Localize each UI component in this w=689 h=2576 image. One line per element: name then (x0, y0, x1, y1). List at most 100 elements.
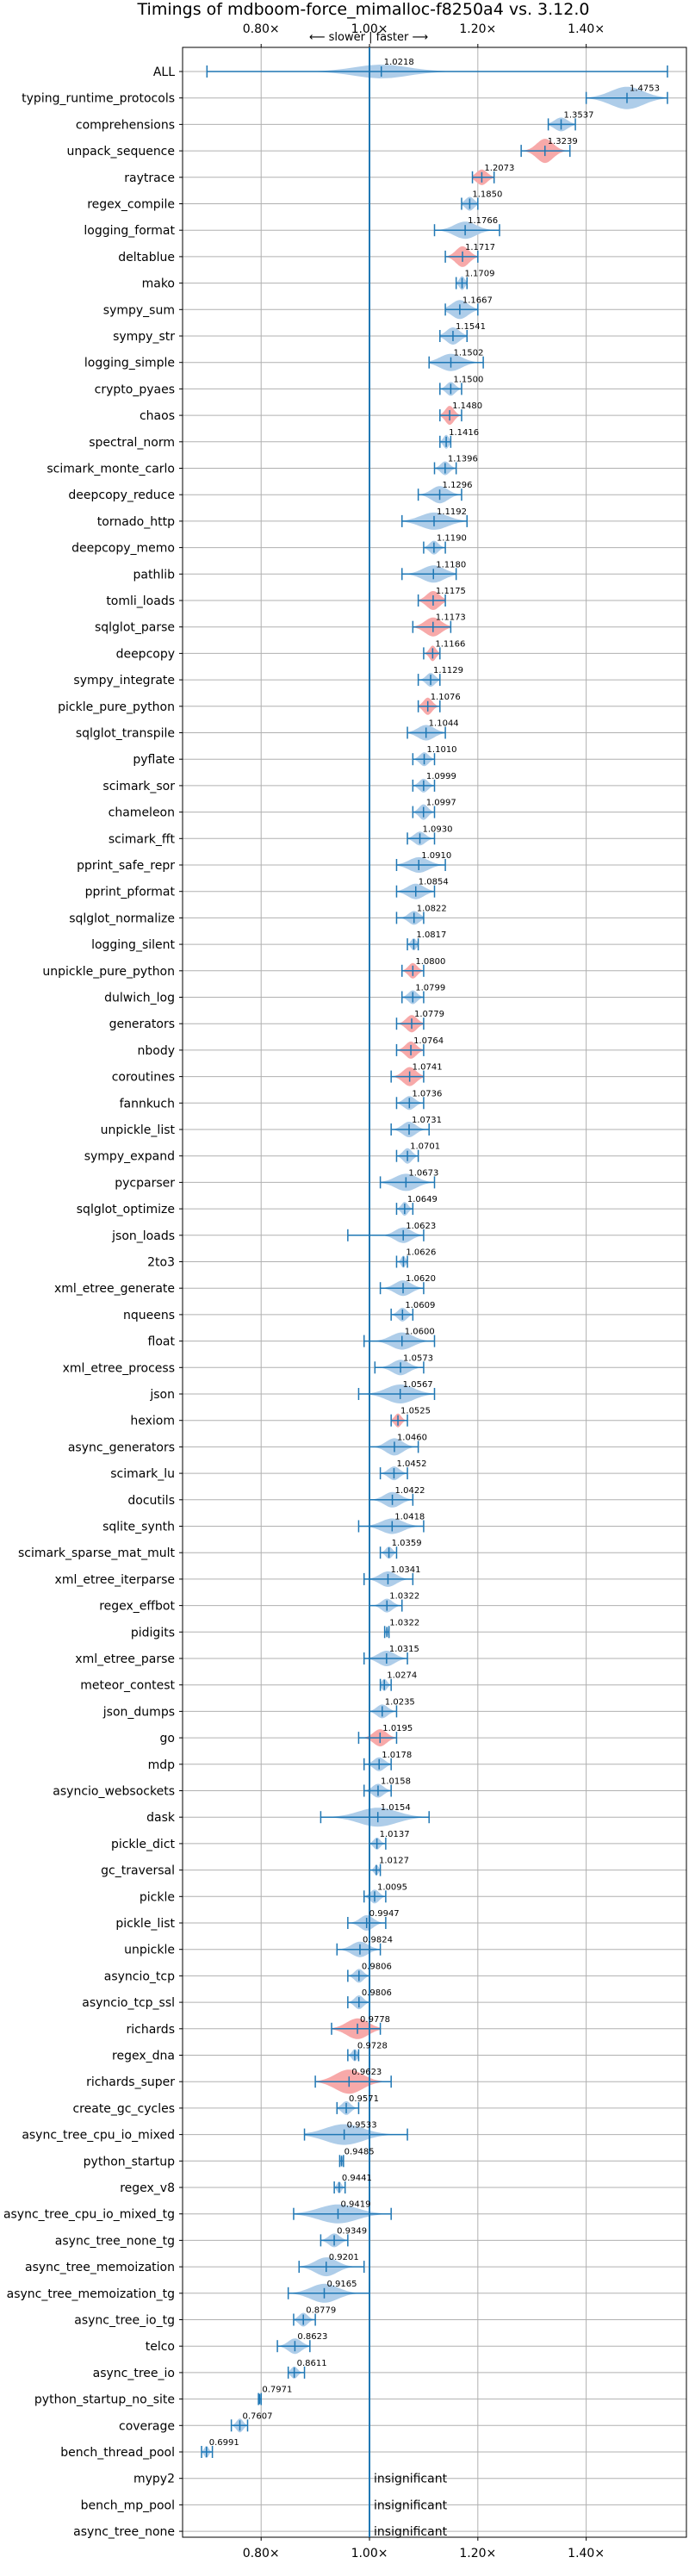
value-label-unpickle-pure-python: 1.0800 (415, 957, 445, 967)
row-label-sqlite-synth: sqlite_synth (102, 1521, 175, 1534)
row-label-async-tree-none: async_tree_none (73, 2525, 175, 2539)
row-label-xml-etree-parse: xml_etree_parse (75, 1652, 175, 1666)
value-label-unpickle-list: 1.0731 (412, 1116, 442, 1125)
x-tick-label-bottom: 0.80× (243, 2547, 280, 2560)
value-label-unpickle: 0.9824 (363, 1936, 393, 1945)
row-label-nbody: nbody (138, 1044, 176, 1058)
plot-frame (182, 47, 687, 2538)
row-label-chameleon: chameleon (109, 806, 175, 820)
value-label-sympy-str: 1.1541 (456, 322, 486, 332)
value-label-create-gc-cycles: 0.9571 (349, 2094, 379, 2104)
row-label-telco: telco (146, 2340, 175, 2354)
row-label-coverage: coverage (119, 2419, 175, 2433)
row-label-sympy-str: sympy_str (113, 330, 175, 344)
markers (201, 65, 668, 2458)
row-label-2to3: 2to3 (147, 1256, 175, 1270)
row-label-async-tree-cpu-io-mixed: async_tree_cpu_io_mixed (22, 2129, 175, 2143)
value-label-regex-compile: 1.1850 (472, 190, 502, 200)
x-tick-label-top: 1.20× (459, 22, 496, 36)
value-label-sqlglot-optimize: 1.0649 (407, 1195, 438, 1204)
row-label-async-tree-memoization: async_tree_memoization (25, 2261, 175, 2274)
value-label-dulwich-log: 1.0799 (415, 984, 445, 993)
value-label-sqlglot-normalize: 1.0822 (417, 904, 447, 913)
value-label-scimark-lu: 1.0452 (396, 1459, 426, 1469)
value-label-xml-etree-process: 1.0573 (403, 1353, 433, 1363)
row-label-scimark-lu: scimark_lu (110, 1467, 175, 1481)
row-label-chaos: chaos (140, 409, 175, 423)
value-label-async-generators: 1.0460 (397, 1433, 427, 1442)
value-label-async-tree-memoization: 0.9201 (329, 2253, 359, 2262)
row-label-crypto-pyaes: crypto_pyaes (95, 383, 175, 396)
row-label-python-startup: python_startup (84, 2155, 175, 2168)
row-label-docutils: docutils (127, 1494, 175, 1508)
value-label-bench-thread-pool: 0.6991 (209, 2438, 239, 2448)
row-label-deltablue: deltablue (118, 251, 175, 264)
value-label-xml-etree-generate: 1.0620 (406, 1274, 436, 1284)
row-label-asyncio-tcp: asyncio_tcp (104, 1969, 175, 1983)
value-label-telco: 0.8623 (297, 2332, 327, 2342)
row-label-raytrace: raytrace (124, 171, 175, 185)
value-label-asyncio-tcp-ssl: 0.9806 (362, 1988, 392, 1998)
value-label-deepcopy-reduce: 1.1296 (443, 481, 473, 490)
row-label-go: go (160, 1732, 175, 1745)
row-label-logging-simple: logging_simple (84, 357, 175, 370)
value-label-go: 1.0195 (382, 1724, 413, 1733)
row-label-meteor-contest: meteor_contest (80, 1679, 175, 1693)
row-label-asyncio-websockets: asyncio_websockets (53, 1785, 175, 1799)
value-label-generators: 1.0779 (414, 1010, 444, 1019)
value-label-chaos: 1.1480 (452, 401, 482, 411)
value-label-chameleon: 1.0997 (426, 799, 456, 808)
value-label-deepcopy-memo: 1.1190 (437, 534, 467, 544)
row-label-nqueens: nqueens (123, 1309, 175, 1322)
value-label-regex-v8: 0.9441 (342, 2174, 372, 2183)
row-label-scimark-monte-carlo: scimark_monte_carlo (47, 463, 175, 476)
row-label-pycparser: pycparser (115, 1176, 175, 1190)
row-label-tomli-loads: tomli_loads (106, 594, 175, 608)
value-label-sympy-integrate: 1.1129 (433, 666, 463, 675)
value-label-pyflate: 1.1010 (427, 745, 457, 755)
value-label-async-tree-io: 0.8611 (297, 2359, 327, 2368)
value-label-coverage: 0.7607 (242, 2411, 272, 2421)
value-label-scimark-sparse-mat-mult: 1.0359 (392, 1539, 422, 1548)
value-label-python-startup-no-site: 0.7971 (262, 2386, 292, 2395)
row-label-unpickle: unpickle (124, 1944, 175, 1957)
row-label-pidigits: pidigits (131, 1626, 175, 1640)
x-tick-label-bottom: 1.00× (351, 2547, 388, 2560)
value-label-asyncio-tcp: 0.9806 (362, 1962, 392, 1971)
direction-label: ⟵ slower | faster ⟶ (309, 31, 428, 44)
row-label-async-tree-io: async_tree_io (93, 2367, 175, 2380)
row-label-pickle: pickle (140, 1890, 175, 1904)
value-label-nbody: 1.0764 (413, 1036, 444, 1046)
row-label-sympy-integrate: sympy_integrate (73, 674, 175, 688)
row-label-pprint-safe-repr: pprint_safe_repr (77, 859, 175, 873)
value-label-json-dumps: 1.0235 (385, 1697, 415, 1707)
value-label-xml-etree-parse: 1.0315 (389, 1645, 419, 1654)
row-label-async-tree-none-tg: async_tree_none_tg (55, 2234, 175, 2248)
x-tick-label-top: 1.00× (351, 22, 388, 36)
row-label-json-loads: json_loads (111, 1229, 175, 1243)
value-label-pickle: 1.0095 (377, 1882, 407, 1892)
insignificant-note-bench-mp-pool: insignificant (374, 2498, 448, 2512)
row-label-dulwich-log: dulwich_log (104, 992, 175, 1005)
row-label-xml-etree-iterparse: xml_etree_iterparse (55, 1573, 175, 1587)
row-label-regex-v8: regex_v8 (120, 2181, 175, 2195)
row-label-async-tree-cpu-io-mixed-tg: async_tree_cpu_io_mixed_tg (3, 2208, 175, 2222)
row-label-scimark-fft: scimark_fft (109, 832, 176, 846)
row-label-regex-compile: regex_compile (87, 198, 175, 212)
grid-lines (183, 47, 686, 2537)
value-label-mako: 1.1709 (465, 270, 495, 279)
row-label-xml-etree-generate: xml_etree_generate (54, 1282, 175, 1296)
value-label-pprint-safe-repr: 1.0910 (421, 851, 451, 861)
value-label-richards-super: 0.9623 (351, 2068, 382, 2077)
value-label-docutils: 1.0422 (395, 1486, 425, 1496)
value-label-logging-format: 1.1766 (468, 216, 498, 226)
value-label-async-tree-cpu-io-mixed: 0.9533 (347, 2121, 377, 2131)
row-label-dask: dask (146, 1811, 176, 1825)
value-label-crypto-pyaes: 1.1500 (453, 375, 483, 384)
row-label-python-startup-no-site: python_startup_no_site (34, 2393, 175, 2407)
row-label-sqlglot-normalize: sqlglot_normalize (69, 912, 175, 925)
value-label-sympy-sum: 1.1667 (462, 296, 493, 305)
value-label-mdp: 1.0178 (382, 1751, 412, 1760)
row-label-unpickle-list: unpickle_list (101, 1123, 176, 1137)
insignificant-note-mypy2: insignificant (374, 2473, 448, 2486)
